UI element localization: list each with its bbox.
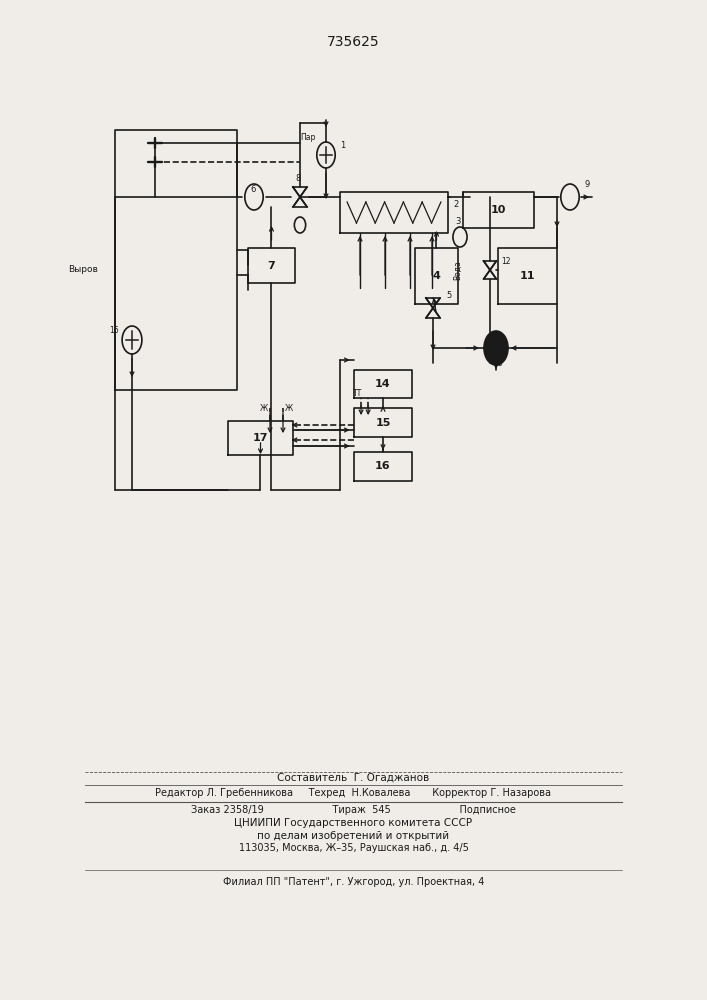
Text: 735625: 735625 xyxy=(327,35,380,49)
Text: Редактор Л. Гребенникова     Техред  Н.Ковалева       Корректор Г. Назарова: Редактор Л. Гребенникова Техред Н.Ковале… xyxy=(156,788,551,798)
Text: Выров: Выров xyxy=(68,265,98,274)
Text: 15: 15 xyxy=(375,418,391,428)
Circle shape xyxy=(484,331,508,365)
Text: 1: 1 xyxy=(340,141,345,150)
Text: 10: 10 xyxy=(491,205,506,215)
Text: 113035, Москва, Ж–35, Раушская наб., д. 4/5: 113035, Москва, Ж–35, Раушская наб., д. … xyxy=(238,843,469,853)
Text: ТТ: ТТ xyxy=(353,389,362,398)
Text: по делам изобретений и открытий: по делам изобретений и открытий xyxy=(257,831,450,841)
Text: 8: 8 xyxy=(296,174,300,183)
Text: Ж: Ж xyxy=(260,404,269,413)
Text: Заказ 2358/19                      Тираж  545                      Подписное: Заказ 2358/19 Тираж 545 Подписное xyxy=(191,805,516,815)
Text: 11: 11 xyxy=(520,271,535,281)
Text: 12: 12 xyxy=(501,257,510,266)
Text: Филиал ПП "Патент", г. Ужгород, ул. Проектная, 4: Филиал ПП "Патент", г. Ужгород, ул. Прое… xyxy=(223,877,484,887)
Text: 16: 16 xyxy=(109,326,119,335)
Text: 14: 14 xyxy=(375,379,391,389)
Text: Ж: Ж xyxy=(284,404,293,413)
Text: 16: 16 xyxy=(375,461,391,471)
Text: 13: 13 xyxy=(493,359,503,368)
Text: 3: 3 xyxy=(455,217,461,226)
Text: 6: 6 xyxy=(250,185,256,194)
Text: 9: 9 xyxy=(585,180,590,189)
Text: 7: 7 xyxy=(268,261,275,271)
Text: Составитель  Г. Огаджанов: Составитель Г. Огаджанов xyxy=(277,773,430,783)
Text: 17: 17 xyxy=(252,433,268,443)
Text: 4: 4 xyxy=(433,271,440,281)
Text: 2: 2 xyxy=(453,200,458,209)
Text: Пар: Пар xyxy=(300,133,316,142)
Text: 5: 5 xyxy=(446,291,451,300)
Text: ЦНИИПИ Государственного комитета СССР: ЦНИИПИ Государственного комитета СССР xyxy=(235,818,472,828)
Text: Вода: Вода xyxy=(453,260,462,280)
